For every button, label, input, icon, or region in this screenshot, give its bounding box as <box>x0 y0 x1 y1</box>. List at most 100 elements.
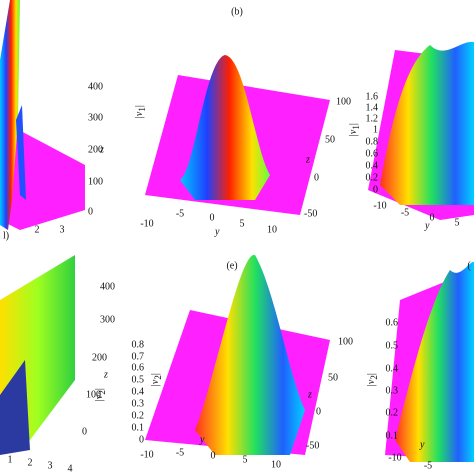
v-tick-label: 0.5 <box>386 340 399 351</box>
y-axis-label: y <box>199 434 205 445</box>
panel-label: ( <box>467 260 471 271</box>
v-axis-label-end: | <box>94 388 105 390</box>
v-tick-label: 0.2 <box>366 172 379 183</box>
x-tick-label: 4 <box>68 463 73 474</box>
z-tick-label: 50 <box>328 372 338 383</box>
z-tick-label: -50 <box>304 208 317 219</box>
v-axis-label: |v2| <box>366 373 379 387</box>
surface <box>0 360 30 455</box>
surface <box>195 254 305 455</box>
z-tick-label: -50 <box>306 440 319 451</box>
v-tick-label: 0.2 <box>132 410 145 421</box>
y-tick-label: -10 <box>140 449 153 460</box>
x-tick-label: 3 <box>48 460 53 471</box>
y-tick-label: 10 <box>267 224 277 235</box>
surface <box>380 41 474 206</box>
y-tick-label: -10 <box>373 200 386 211</box>
v-axis-label-sub: 1 <box>351 125 361 130</box>
v-tick-label: 1 <box>373 124 378 135</box>
v-tick-label: 0.8 <box>366 136 379 147</box>
y-tick-label: 5 <box>240 218 245 229</box>
z-axis-label: z <box>305 154 310 165</box>
z-tick-label: 200 <box>88 144 103 155</box>
y-tick-label: -5 <box>176 447 184 458</box>
z-tick-label: 300 <box>88 112 103 123</box>
v-axis-label-main: |v <box>348 129 359 137</box>
v-axis-label-sub: 2 <box>369 375 379 380</box>
v-axis-label-sub: 1 <box>137 107 147 112</box>
z-tick-label: 300 <box>100 314 115 325</box>
y-tick-label: -10 <box>388 452 401 463</box>
z-tick-label: 400 <box>100 281 115 292</box>
z-tick-label: 400 <box>88 81 103 92</box>
x-tick-label: 3 <box>60 224 65 235</box>
surface <box>395 261 474 462</box>
y-tick-label: 5 <box>243 454 248 465</box>
z-tick-label: 100 <box>86 389 101 400</box>
v-axis-label: |v2| <box>150 373 163 387</box>
v-axis-label: |v1| <box>348 123 361 137</box>
z-tick-label: 100 <box>336 96 351 107</box>
y-tick-label: 5 <box>455 217 460 228</box>
z-axis-label: z <box>99 144 104 155</box>
v-axis-label-end: | <box>150 373 161 375</box>
z-tick-label: 0 <box>314 172 319 183</box>
y-tick-label: 10 <box>271 459 281 470</box>
v-axis-label-sub: 2 <box>153 375 163 380</box>
surfaces <box>0 0 474 462</box>
v-tick-label: 0.4 <box>386 363 399 374</box>
y-axis-label: y <box>214 226 220 237</box>
v-axis-label: |v1| <box>134 105 147 119</box>
panel-label: l) <box>3 230 9 241</box>
z-tick-label: 0 <box>88 206 93 217</box>
v-axis-label-end: | <box>348 123 359 125</box>
v-tick-label: 0.7 <box>132 351 145 362</box>
z-tick-label: 50 <box>325 134 335 145</box>
panel-label: (b) <box>231 6 243 17</box>
v-tick-label: 0.6 <box>386 317 399 328</box>
y-tick-label: 0 <box>210 212 215 223</box>
y-tick-label: 0 <box>211 450 216 461</box>
y-tick-label: -5 <box>176 208 184 219</box>
v-axis-label-main: |v <box>134 111 145 119</box>
y-tick-label: -5 <box>424 460 432 471</box>
z-axis-label: z <box>307 389 312 400</box>
v-tick-label: 1.2 <box>366 113 379 124</box>
surface <box>0 0 20 230</box>
v-tick-label: 0.3 <box>132 398 145 409</box>
v-axis-label-end: | <box>366 373 377 375</box>
y-axis-label: y <box>419 439 425 450</box>
v-tick-label: 0.6 <box>132 362 145 373</box>
panel-label: (e) <box>226 260 237 271</box>
v-tick-label: 0.1 <box>132 422 145 433</box>
v-axis-label-end: | <box>134 105 145 107</box>
surface <box>16 105 26 200</box>
x-tick-label: 2 <box>35 224 40 235</box>
z-tick-label: 200 <box>92 352 107 363</box>
v-tick-label: 0.8 <box>132 339 145 350</box>
v-axis-label-main: |v <box>94 394 105 402</box>
z-tick-label: 0 <box>82 426 87 437</box>
v-tick-label: 1.6 <box>366 91 379 102</box>
v-axis-label-sub: 2 <box>97 390 107 395</box>
v-tick-label: 0.2 <box>386 407 399 418</box>
v-tick-label: 0.1 <box>386 430 399 441</box>
z-tick-label: 100 <box>338 336 353 347</box>
v-axis-label-main: |v <box>366 379 377 387</box>
x-tick-label: 2 <box>28 457 33 468</box>
z-axis-label: z <box>103 369 108 380</box>
v-tick-label: 0.4 <box>366 160 379 171</box>
z-tick-label: 100 <box>88 176 103 187</box>
v-tick-label: 0.5 <box>132 374 145 385</box>
y-tick-label: 0 <box>430 212 435 223</box>
y-axis-label: y <box>424 220 430 231</box>
v-tick-label: 1.4 <box>366 102 379 113</box>
v-tick-label: 0 <box>373 184 378 195</box>
v-axis-label: |v2| <box>94 388 107 402</box>
y-tick-label: -5 <box>401 207 409 218</box>
y-tick-label: -10 <box>140 218 153 229</box>
v-axis-label-main: |v <box>150 379 161 387</box>
v-tick-label: 0.6 <box>366 148 379 159</box>
